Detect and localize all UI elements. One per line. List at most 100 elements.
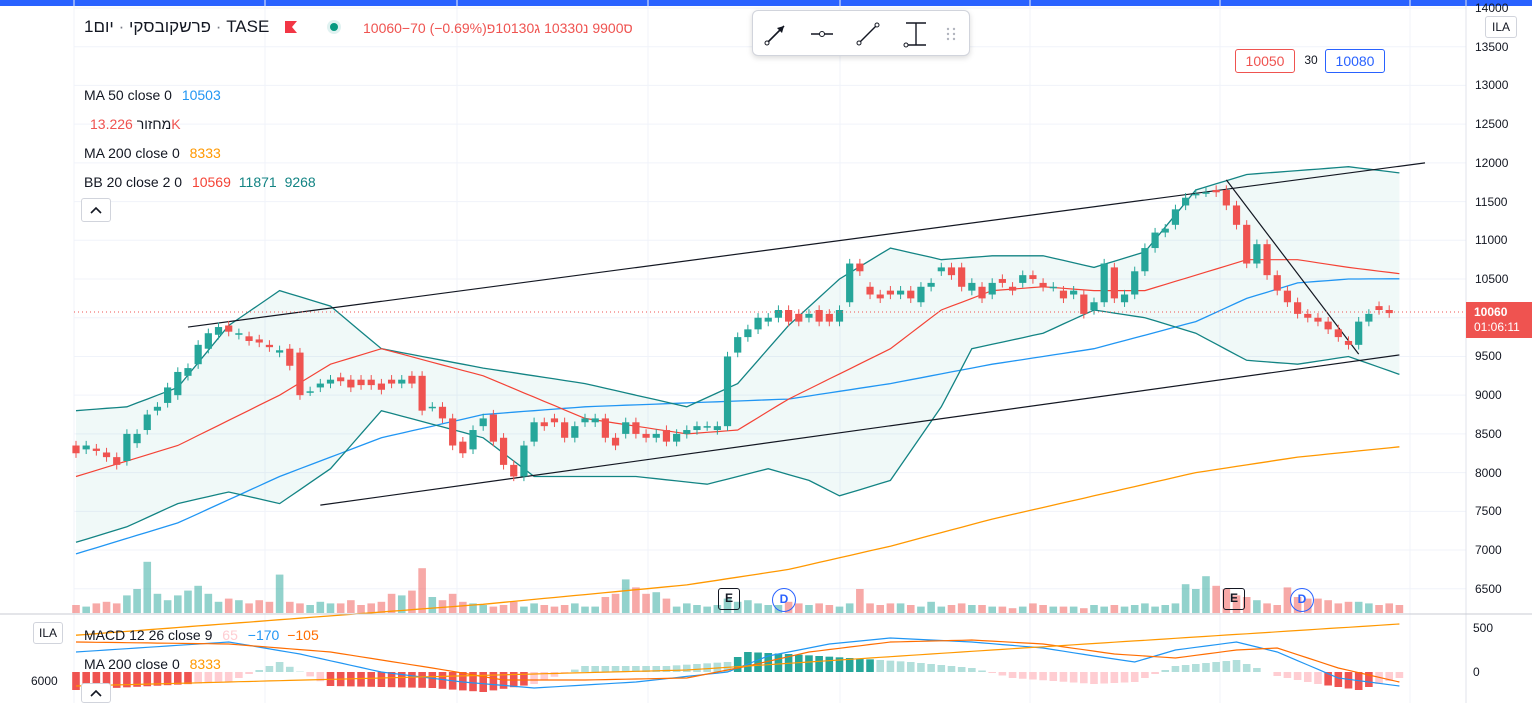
earnings-event-marker-2[interactable]: E	[1223, 588, 1245, 610]
bb-legend[interactable]: BB 20 close 2 0 10569 11871 9268	[84, 174, 316, 190]
volume-bar-98	[1069, 606, 1078, 613]
macd-legend-macd: −170	[247, 627, 280, 643]
ma200-legend[interactable]: MA 200 close 0 8333	[84, 145, 221, 161]
macd-hist-130	[1395, 672, 1404, 678]
volume-bar-32	[397, 595, 406, 613]
candle-body-84	[927, 282, 935, 287]
trend-line-icon[interactable]	[851, 17, 885, 51]
candle-body-69	[774, 310, 783, 318]
volume-bar-106	[1151, 606, 1159, 613]
volume-bar-43	[509, 601, 518, 613]
volume-bar-55	[632, 587, 640, 613]
candle-body-1	[82, 445, 90, 450]
candle-body-19	[265, 344, 274, 348]
macd-hist-112	[1212, 662, 1220, 672]
arrow-tool-icon[interactable]	[759, 17, 793, 51]
volume-bar-116	[1253, 600, 1261, 613]
candle-body-31	[387, 379, 396, 384]
price-tick-9000: 9000	[1475, 388, 1502, 403]
collapse-legend-button[interactable]	[81, 198, 111, 222]
candle-body-102	[1110, 267, 1118, 299]
dividend-event-marker[interactable]: D	[772, 588, 796, 612]
macd-hist-15	[224, 672, 233, 682]
macd-hist-122	[1314, 672, 1322, 684]
macd-legend[interactable]: MACD 12 26 close 9 65 −170 −105	[84, 627, 319, 643]
candle-body-15	[225, 325, 233, 332]
volume-bar-118	[1273, 605, 1282, 613]
volume-bar-24	[316, 601, 325, 613]
lower-currency-badge[interactable]: ILA	[33, 622, 63, 644]
bb-legend-basis: 10569	[191, 174, 231, 190]
macd-hist-101	[1100, 672, 1108, 684]
chevron-up-icon	[90, 689, 102, 697]
ma50-legend-label: MA 50 close 0	[84, 87, 172, 103]
volume-bar-33	[408, 590, 416, 613]
dividend-event-marker-2[interactable]: D	[1290, 588, 1314, 612]
candle-body-127	[1365, 313, 1373, 322]
macd-hist-128	[1375, 672, 1383, 684]
volume-bar-63	[713, 605, 722, 613]
macd-signal-line	[75, 639, 1400, 683]
volume-bar-61	[693, 605, 701, 613]
candle-body-48	[561, 422, 569, 438]
buy-price-button[interactable]: 10080	[1325, 49, 1385, 73]
volume-bar-49	[571, 603, 579, 613]
drag-handle-icon[interactable]	[941, 17, 961, 51]
price-tick-10500: 10500	[1475, 272, 1509, 287]
candle-body-62	[703, 426, 711, 428]
candle-body-121	[1304, 313, 1312, 318]
volume-bar-75	[835, 606, 844, 613]
candle-body-53	[611, 437, 620, 446]
macd-hist-1	[82, 672, 90, 690]
volume-legend[interactable]: מחזור 13.226K	[84, 116, 181, 132]
price-tick-13500: 13500	[1475, 39, 1509, 54]
candle-body-12	[194, 344, 202, 365]
volume-bar-68	[764, 605, 773, 613]
ma200-lower-legend[interactable]: MA 200 close 0 8333	[84, 656, 221, 672]
macd-hist-23	[306, 672, 314, 677]
currency-badge[interactable]: ILA	[1485, 16, 1517, 38]
volume-bar-84	[927, 601, 935, 613]
candle-body-103	[1120, 294, 1129, 303]
candle-body-86	[947, 267, 956, 276]
macd-hist-116	[1253, 668, 1261, 672]
collapse-lower-legend-button[interactable]	[81, 683, 111, 703]
volume-bar-5	[123, 595, 131, 613]
volume-bar-67	[754, 603, 762, 613]
candle-body-118	[1273, 275, 1281, 291]
price-tick-13000: 13000	[1475, 78, 1509, 93]
candle-body-4	[113, 457, 121, 465]
price-tick-7500: 7500	[1475, 504, 1502, 519]
macd-hist-24	[316, 672, 325, 682]
macd-hist-14	[214, 672, 223, 683]
macd-hist-89	[978, 670, 986, 672]
volume-bar-15	[224, 598, 233, 613]
volume-bar-22	[296, 603, 304, 613]
bb-legend-label: BB 20 close 2 0	[84, 174, 183, 190]
volume-bar-114	[1232, 595, 1241, 613]
candle-body-128	[1375, 306, 1383, 310]
flag-icon[interactable]	[284, 20, 298, 34]
volume-bar-4	[112, 603, 121, 613]
earnings-event-marker[interactable]: E	[718, 588, 740, 610]
market-status-icon[interactable]	[326, 19, 342, 35]
volume-bar-96	[1049, 606, 1058, 613]
volume-bar-79	[876, 605, 885, 613]
price-range-icon[interactable]	[899, 17, 933, 51]
volume-bar-126	[1354, 601, 1363, 613]
candle-body-78	[866, 286, 874, 295]
macd-hist-19	[265, 666, 274, 672]
volume-bar-30	[377, 601, 386, 613]
candle-body-45	[530, 422, 538, 442]
price-tick-6500: 6500	[1475, 581, 1502, 596]
interval-label[interactable]: יום1	[84, 17, 114, 36]
ma50-legend[interactable]: MA 50 close 0 10503	[84, 87, 221, 103]
sell-price-button[interactable]: 10050	[1235, 49, 1295, 73]
volume-bar-83	[917, 606, 925, 613]
trend-line-1[interactable]	[320, 354, 1400, 506]
trend-line-2[interactable]	[1225, 179, 1360, 355]
macd-hist-82	[906, 662, 915, 672]
macd-hist-100	[1090, 672, 1098, 684]
horizontal-ray-icon[interactable]	[805, 17, 839, 51]
